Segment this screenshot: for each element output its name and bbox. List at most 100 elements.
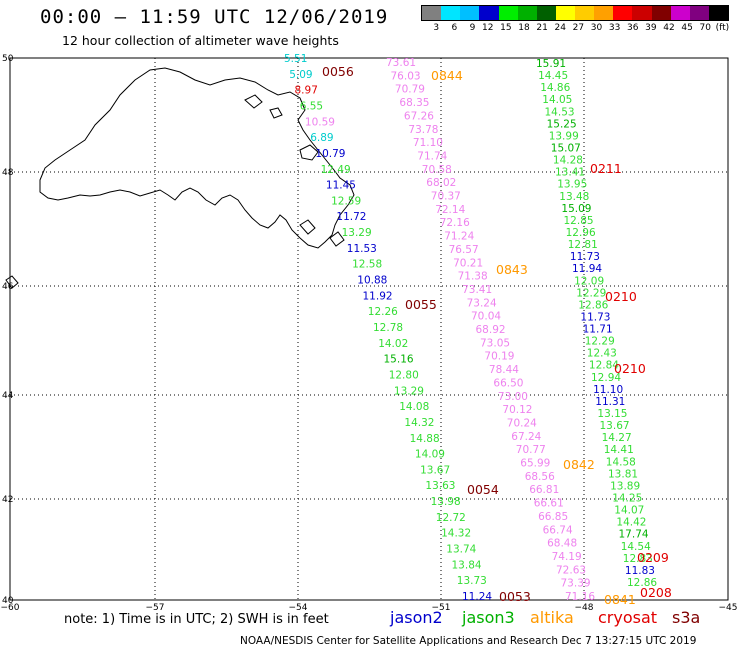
wave-height-reading: 13.74	[446, 544, 476, 556]
wave-height-reading: 73.41	[462, 284, 492, 296]
wave-height-reading: 13.89	[610, 480, 640, 492]
wave-height-reading: 12.72	[436, 512, 466, 524]
wave-height-reading: 14.05	[542, 94, 572, 106]
pass-time-label: 0209	[637, 550, 669, 565]
wave-height-reading: 65.99	[520, 458, 550, 470]
color-scale-swatch	[498, 6, 518, 20]
wave-height-reading: 13.99	[549, 130, 579, 142]
wave-height-reading: 6.55	[300, 101, 323, 113]
wave-height-reading: 70.12	[502, 404, 532, 416]
color-scale-label: 27	[572, 23, 585, 33]
wave-height-reading: 14.25	[612, 493, 642, 505]
wave-height-reading: 72.63	[556, 564, 586, 576]
longitude-tick-label: −45	[719, 603, 738, 613]
color-scale-swatch	[670, 6, 690, 20]
altimeter-track-west: 5.51 5.09 8.97 6.55 10.59 6.89 10.79 12.49 11.45…	[284, 53, 492, 603]
color-scale-label: (ft)	[715, 23, 730, 33]
wave-height-reading: 72.16	[440, 217, 470, 229]
wave-height-reading: 11.10	[593, 384, 623, 396]
longitude-tick-label: −60	[1, 603, 20, 613]
wave-height-reading: 12.49	[321, 164, 351, 176]
color-scale-swatch	[708, 6, 728, 20]
wave-height-reading: 71.74	[417, 150, 447, 162]
color-scale-bar	[421, 5, 729, 21]
legend-s3a: s3a	[672, 608, 701, 627]
altimeter-track-east: 15.9114.4514.8614.0514.5315.2513.9915.07…	[536, 58, 657, 589]
legend-jason2: jason2	[390, 608, 443, 627]
wave-height-reading: 76.57	[449, 244, 479, 256]
pass-time-label: 0210	[614, 361, 646, 376]
pass-time-label: 0844	[431, 68, 463, 83]
wave-height-reading: 13.48	[559, 191, 589, 203]
wave-height-reading: 14.09	[415, 449, 445, 461]
color-scale-label: 30	[590, 23, 603, 33]
latitude-tick-label: 40	[2, 596, 14, 606]
wave-height-reading: 14.54	[621, 541, 651, 553]
wave-height-reading: 71.38	[458, 271, 488, 283]
wave-height-reading: 13.98	[431, 496, 461, 508]
color-scale-labels: 3 6 9 12 15 18 21 24 27 30 33 36 39 42 45 70 (ft)	[421, 23, 729, 33]
wave-height-reading: 68.02	[426, 177, 456, 189]
wave-height-reading: 11.45	[326, 180, 356, 192]
color-scale-swatch	[689, 6, 709, 20]
wave-height-reading: 14.58	[606, 456, 636, 468]
wave-height-reading: 13.29	[342, 227, 372, 239]
wave-height-reading: 13.63	[425, 480, 455, 492]
credit-line: NOAA/NESDIS Center for Satellite Applica…	[240, 635, 697, 647]
wave-height-reading: 13.15	[597, 408, 627, 420]
wave-height-reading: 76.03	[391, 70, 421, 82]
wave-height-reading: 68.56	[525, 471, 555, 483]
color-scale-label: 70	[699, 23, 711, 33]
wave-height-reading: 70.19	[484, 351, 514, 363]
page-title: 00:00 – 11:59 UTC 12/06/2019	[40, 6, 389, 28]
color-scale-label: 18	[518, 23, 530, 33]
wave-height-reading: 14.86	[540, 82, 570, 94]
page-subtitle: 12 hour collection of altimeter wave hei…	[62, 33, 339, 48]
wave-height-reading: 14.32	[441, 528, 471, 540]
wave-height-reading: 73.24	[467, 297, 497, 309]
color-scale-label: 9	[469, 23, 476, 33]
pass-time-label: 0055	[405, 297, 437, 312]
longitude-tick-label: −54	[289, 603, 308, 613]
color-scale-label: 24	[554, 23, 566, 33]
wave-height-reading: 70.79	[395, 84, 425, 96]
wave-height-reading: 14.28	[553, 155, 583, 167]
wave-height-reading: 71.16	[565, 591, 595, 603]
wave-height-reading: 73.78	[408, 124, 438, 136]
color-scale-swatch	[441, 6, 461, 20]
wave-height-reading: 11.92	[363, 290, 393, 302]
wave-height-reading: 12.83	[623, 553, 653, 565]
wave-height-reading: 70.37	[431, 191, 461, 203]
newfoundland-coastline	[5, 67, 355, 289]
wave-height-reading: 66.74	[543, 524, 573, 536]
wave-height-reading: 14.08	[399, 401, 429, 413]
wave-height-reading: 68.92	[476, 324, 506, 336]
wave-height-reading: 14.02	[378, 338, 408, 350]
wave-height-reading: 74.19	[552, 551, 582, 563]
wave-height-reading: 70.77	[516, 444, 546, 456]
wave-height-reading: 13.67	[600, 420, 630, 432]
wave-height-reading: 66.81	[529, 484, 559, 496]
pass-time-label: 0210	[605, 289, 637, 304]
wave-height-reading: 14.88	[410, 433, 440, 445]
wave-height-reading: 14.42	[616, 517, 646, 529]
color-scale-swatch	[575, 6, 595, 20]
latitude-tick-label: 42	[2, 495, 13, 505]
wave-height-reading: 11.94	[572, 263, 602, 275]
wave-height-reading: 14.07	[614, 505, 644, 517]
color-scale-swatch	[479, 6, 499, 20]
color-scale-swatch	[422, 6, 442, 20]
pass-time-label: 0211	[590, 161, 622, 176]
pass-time-label: 0843	[496, 262, 528, 277]
wave-height-reading: 8.97	[295, 85, 318, 97]
pass-time-label: 0208	[640, 585, 672, 600]
wave-height-reading: 12.86	[627, 577, 657, 589]
color-scale-label: 12	[482, 23, 494, 33]
wave-height-reading: 73.39	[561, 578, 591, 590]
wave-height-reading: 11.73	[580, 312, 610, 324]
wave-height-reading: 14.27	[602, 432, 632, 444]
wave-height-reading: 70.21	[453, 257, 483, 269]
wave-height-reading: 12.81	[568, 239, 598, 251]
